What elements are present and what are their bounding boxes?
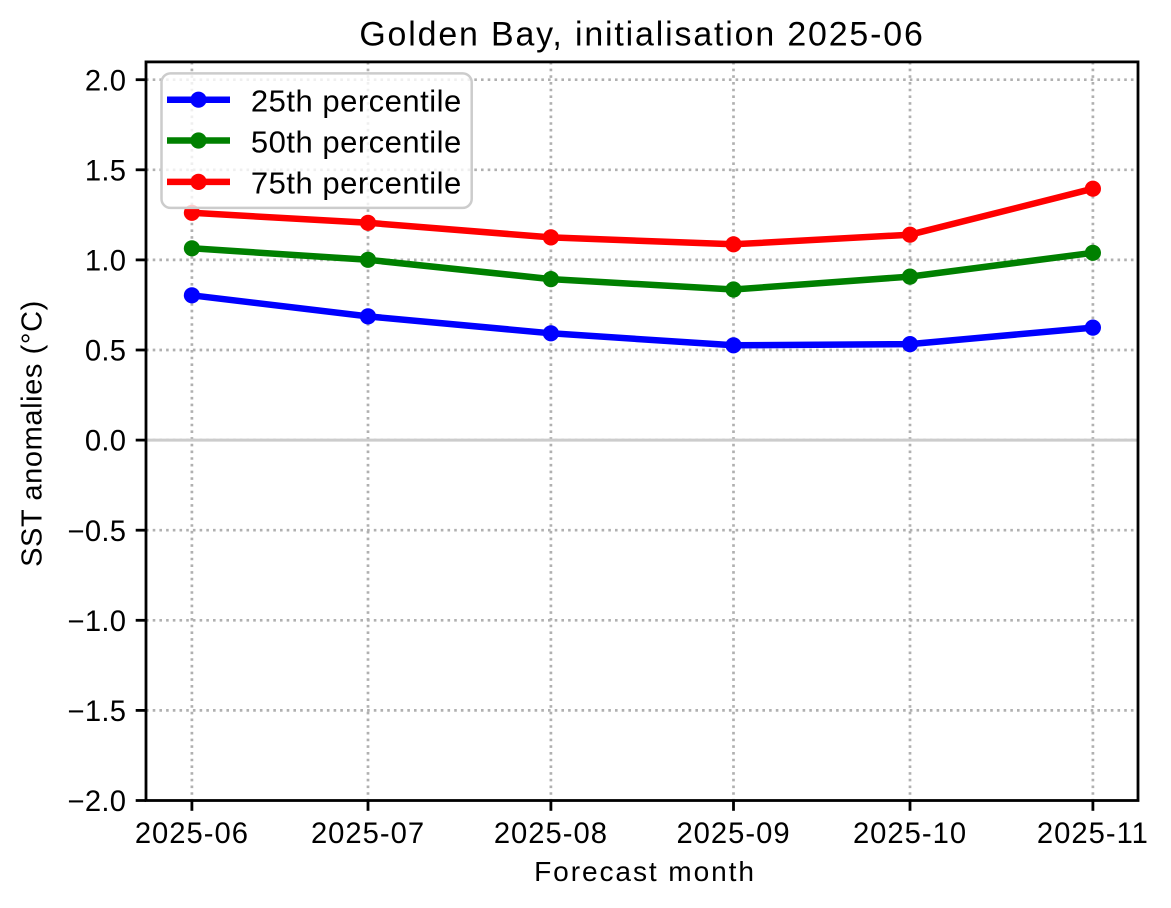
- svg-text:2.0: 2.0: [85, 65, 126, 97]
- svg-text:2025-08: 2025-08: [494, 818, 608, 850]
- svg-text:2025-06: 2025-06: [135, 818, 249, 850]
- svg-text:−1.5: −1.5: [67, 696, 126, 728]
- svg-text:0.5: 0.5: [85, 336, 126, 368]
- svg-text:−1.0: −1.0: [67, 606, 126, 638]
- svg-text:1.0: 1.0: [85, 246, 126, 278]
- svg-text:50th percentile: 50th percentile: [251, 124, 462, 159]
- svg-text:75th percentile: 75th percentile: [251, 166, 462, 201]
- svg-text:2025-09: 2025-09: [676, 818, 790, 850]
- svg-text:2025-07: 2025-07: [311, 818, 425, 850]
- svg-text:1.5: 1.5: [85, 155, 126, 187]
- svg-text:0.0: 0.0: [85, 426, 126, 458]
- svg-text:2025-11: 2025-11: [1037, 818, 1149, 850]
- svg-text:Forecast month: Forecast month: [534, 856, 756, 887]
- svg-text:−2.0: −2.0: [67, 786, 126, 818]
- svg-text:−0.5: −0.5: [67, 516, 126, 548]
- svg-text:Golden Bay, initialisation 202: Golden Bay, initialisation 2025-06: [359, 16, 924, 54]
- svg-text:25th percentile: 25th percentile: [251, 84, 462, 119]
- svg-text:SST anomalies (°C): SST anomalies (°C): [17, 300, 49, 567]
- svg-text:2025-10: 2025-10: [853, 818, 967, 850]
